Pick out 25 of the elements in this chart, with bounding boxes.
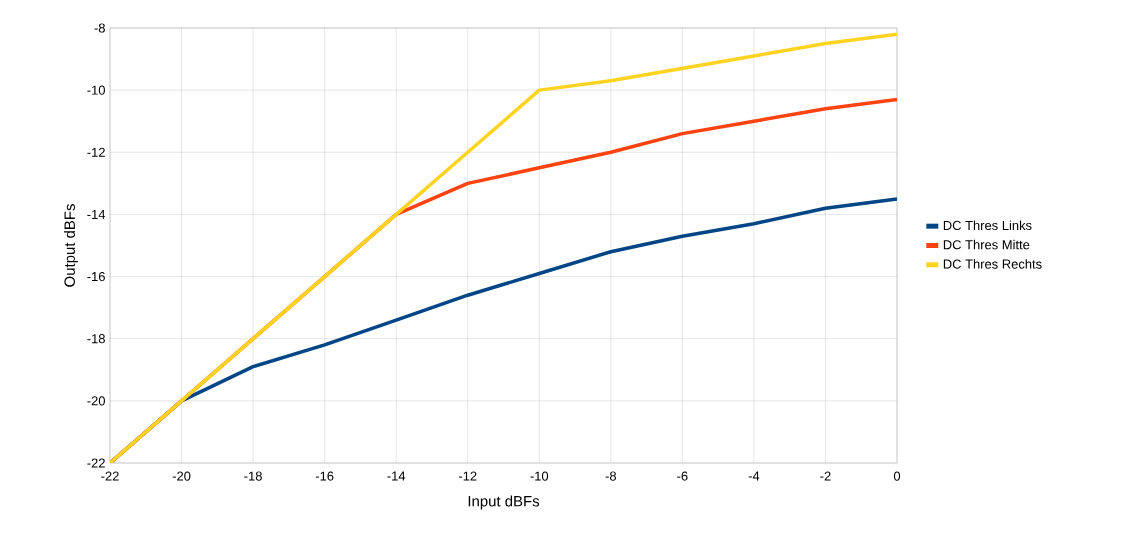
legend-label: DC Thres Rechts bbox=[943, 259, 1042, 269]
y-tick-label: -18 bbox=[87, 334, 105, 344]
y-tick-label: -12 bbox=[87, 147, 105, 157]
x-tick-label: -10 bbox=[530, 471, 549, 481]
x-axis-title: Input dBFs bbox=[468, 495, 540, 510]
x-tick-label: 0 bbox=[893, 471, 901, 481]
y-tick-label: -8 bbox=[94, 23, 105, 33]
y-tick-label: -16 bbox=[87, 271, 105, 282]
x-tick-label: -20 bbox=[172, 471, 191, 481]
x-tick-label: -4 bbox=[748, 471, 760, 481]
x-tick-label: -14 bbox=[387, 471, 406, 481]
y-tick-label: -22 bbox=[87, 458, 105, 468]
legend-label: DC Thres Mitte bbox=[943, 239, 1030, 250]
y-tick-label: -10 bbox=[87, 85, 105, 95]
x-tick-label: -22 bbox=[101, 471, 119, 481]
x-tick-label: -2 bbox=[820, 471, 831, 481]
x-tick-label: -6 bbox=[677, 471, 688, 481]
x-tick-label: -18 bbox=[244, 471, 262, 481]
y-axis-title: Output dBFs bbox=[64, 204, 78, 287]
y-tick-label: -20 bbox=[87, 396, 105, 406]
x-tick-label: -12 bbox=[458, 471, 477, 481]
x-tick-label: -16 bbox=[315, 471, 334, 481]
x-tick-label: -8 bbox=[605, 471, 617, 481]
y-tick-label: -14 bbox=[87, 209, 106, 219]
legend-label: DC Thres Links bbox=[943, 220, 1032, 231]
